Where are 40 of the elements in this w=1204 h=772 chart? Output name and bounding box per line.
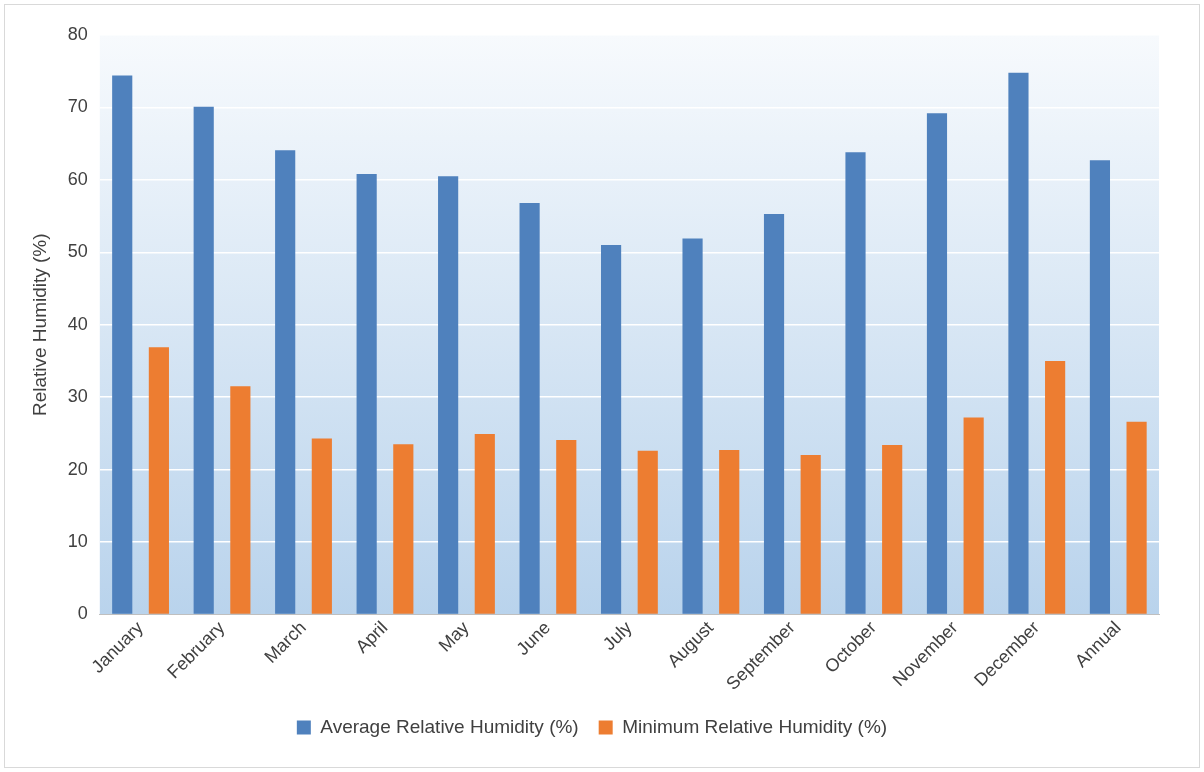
y-tick-label: 80 — [67, 23, 88, 44]
bar — [601, 245, 622, 614]
bar — [882, 444, 903, 614]
y-tick-label: 0 — [77, 603, 88, 624]
bar — [926, 113, 948, 614]
bar — [112, 75, 133, 614]
bar — [193, 106, 214, 614]
bar — [556, 439, 577, 614]
bar — [148, 347, 169, 614]
y-axis-title: Relative Humidity (%) — [28, 233, 50, 417]
legend-label: Minimum Relative Humidity (%) — [622, 715, 888, 737]
bar — [682, 238, 703, 614]
bar — [800, 455, 821, 614]
x-tick-label: July — [598, 617, 636, 655]
bar — [963, 417, 984, 614]
bar — [393, 444, 414, 614]
bar — [1089, 160, 1111, 614]
bar — [230, 386, 251, 614]
bar — [311, 438, 332, 614]
y-tick-label: 70 — [67, 96, 88, 117]
bar — [275, 150, 296, 614]
y-tick-label: 50 — [67, 241, 88, 262]
bar — [356, 174, 377, 614]
y-tick-label: 40 — [67, 313, 88, 334]
y-tick-label: 30 — [67, 386, 88, 407]
y-tick-label: 10 — [67, 531, 88, 551]
y-tick-label: 60 — [67, 168, 88, 189]
bar — [438, 176, 459, 614]
legend-label: Average Relative Humidity (%) — [320, 715, 579, 737]
bar — [519, 203, 540, 614]
bar — [845, 152, 866, 614]
bar — [637, 450, 658, 614]
bar — [719, 450, 740, 614]
bar — [1045, 360, 1066, 614]
y-tick-label: 20 — [67, 458, 88, 479]
bar — [1008, 72, 1029, 614]
bar — [1126, 421, 1147, 614]
bar — [763, 213, 785, 614]
bar — [474, 434, 495, 614]
x-tick-label: May — [434, 617, 473, 656]
